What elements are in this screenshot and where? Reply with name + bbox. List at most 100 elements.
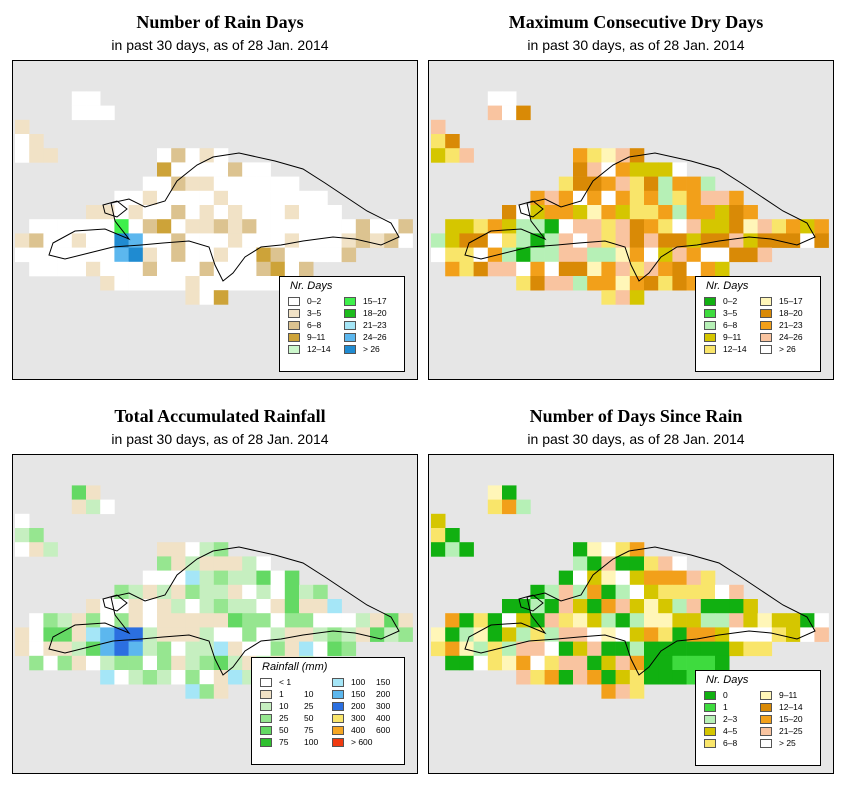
grid-cell [157,627,172,642]
legend-label: 15–20 [779,714,803,724]
grid-cell [644,556,659,571]
grid-cell [558,627,574,642]
grid-cell [743,205,758,220]
grid-cell [213,205,229,220]
grid-cell [700,205,716,220]
grid-cell [558,670,574,685]
grid-cell [100,655,115,671]
grid-cell [672,176,687,192]
grid-cell [502,655,517,671]
grid-cell [228,219,243,234]
grid-cell [573,148,588,163]
grid-cell [487,261,503,277]
grid-cell [587,556,602,571]
grid-cell [544,613,560,628]
grid-cell [615,205,631,220]
grid-cell [242,641,257,657]
map-days-since-rain [431,485,829,699]
grid-cell [700,599,716,614]
grid-cell [700,219,716,234]
grid-cell [284,261,300,277]
grid-cell [256,627,271,642]
grid-cell [601,570,616,586]
grid-cell [114,641,129,657]
grid-cell [15,542,30,557]
legend-label: 75 [279,737,289,747]
grid-cell [587,233,602,248]
legend-swatch [332,678,344,687]
legend-swatch [760,333,772,342]
grid-cell [473,261,489,277]
grid-cell [43,613,58,628]
legend-swatch [760,309,772,318]
grid-cell [142,670,158,685]
grid-cell [601,670,616,685]
grid-cell [700,190,716,206]
grid-cell [185,261,200,277]
grid-cell [228,627,243,642]
grid-cell [644,205,659,220]
grid-cell [157,219,172,234]
grid-cell [142,570,158,586]
grid-cell [502,91,517,106]
grid-cell [573,233,588,248]
grid-cell [185,584,200,600]
grid-cell [502,641,517,657]
grid-cell [256,556,271,571]
grid-cell [629,570,645,586]
lake-outline [518,594,544,612]
grid-cell [700,176,716,192]
grid-cell [530,219,545,234]
grid-cell [313,613,328,628]
grid-cell [658,261,673,277]
grid-cell [587,542,602,557]
grid-cell [686,233,702,248]
grid-cell [601,205,616,220]
grid-cell [270,584,286,600]
grid-cell [327,599,342,614]
grid-cell [473,641,489,657]
grid-cell [629,219,645,234]
grid-cell [100,276,115,291]
grid-cell [256,584,271,600]
legend-label-upper: 100 [304,737,319,747]
grid-cell [157,176,172,192]
grid-cell [213,162,229,177]
grid-cell [544,205,560,220]
grid-cell [601,584,616,600]
grid-cell [86,219,101,234]
legend-swatch [704,321,716,330]
legend-swatch [344,309,356,318]
grid-cell [771,219,787,234]
grid-cell [729,627,744,642]
grid-cell [516,276,531,291]
grid-cell [242,176,257,192]
grid-cell [644,233,659,248]
grid-cell [43,247,58,263]
legend-label: 18–20 [363,308,387,318]
panel-title: Total Accumulated Rainfall [114,406,326,426]
grid-cell [814,613,829,628]
legend-label: 2–3 [723,714,738,724]
legend-label: 3–5 [307,308,322,318]
legend-swatch [288,321,300,330]
grid-cell [100,599,115,614]
legend-label: 150 [351,689,366,699]
legend-label: > 26 [363,344,380,354]
grid-cell [658,556,673,571]
grid-cell [341,247,357,263]
grid-cell [256,261,271,277]
grid-cell [270,261,286,277]
grid-cell [431,233,446,248]
legend-swatch [260,690,272,699]
grid-cell [284,599,300,614]
grid-cell [256,205,271,220]
legend-swatch [760,703,772,712]
grid-cell [242,584,257,600]
grid-cell [615,627,631,642]
grid-cell [157,584,172,600]
grid-cell [100,641,115,657]
grid-cell [299,599,314,614]
legend-swatch [704,727,716,736]
grid-cell [86,91,101,106]
